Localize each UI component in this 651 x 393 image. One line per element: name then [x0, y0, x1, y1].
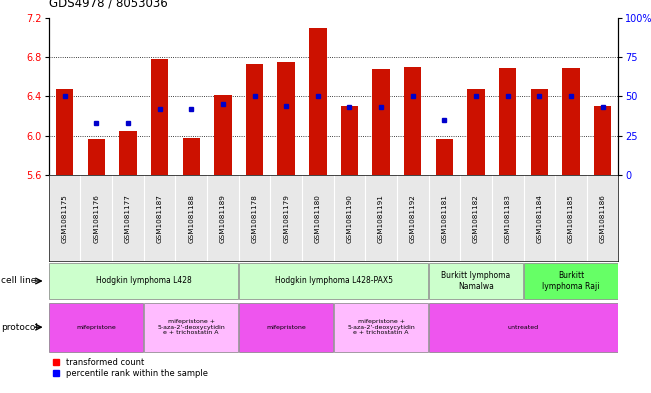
Bar — [429, 303, 618, 352]
Bar — [182, 138, 200, 175]
Text: GSM1081191: GSM1081191 — [378, 194, 384, 242]
Text: GSM1081176: GSM1081176 — [93, 194, 100, 242]
Text: GSM1081184: GSM1081184 — [536, 194, 542, 242]
Bar — [562, 68, 579, 175]
Text: protocol: protocol — [1, 323, 38, 332]
Bar — [436, 138, 453, 175]
Bar — [531, 89, 548, 175]
Text: Hodgkin lymphoma L428-PAX5: Hodgkin lymphoma L428-PAX5 — [275, 277, 393, 285]
Text: Hodgkin lymphoma L428: Hodgkin lymphoma L428 — [96, 277, 191, 285]
Text: GSM1081192: GSM1081192 — [409, 194, 416, 242]
Bar — [429, 263, 523, 299]
Bar — [334, 303, 428, 352]
Text: GSM1081181: GSM1081181 — [441, 194, 447, 242]
Bar — [524, 263, 618, 299]
Text: GSM1081178: GSM1081178 — [251, 194, 258, 242]
Text: GSM1081190: GSM1081190 — [346, 194, 352, 242]
Bar — [214, 95, 232, 175]
Legend: transformed count, percentile rank within the sample: transformed count, percentile rank withi… — [53, 358, 208, 378]
Bar — [277, 62, 295, 175]
Bar — [240, 303, 333, 352]
Text: GSM1081185: GSM1081185 — [568, 194, 574, 242]
Bar — [372, 69, 390, 175]
Bar — [49, 303, 143, 352]
Bar — [88, 138, 105, 175]
Text: GDS4978 / 8053036: GDS4978 / 8053036 — [49, 0, 167, 10]
Text: mifepristone: mifepristone — [76, 325, 116, 330]
Bar — [340, 106, 358, 175]
Bar — [246, 64, 263, 175]
Text: GSM1081179: GSM1081179 — [283, 194, 289, 242]
Bar — [151, 59, 169, 175]
Text: GSM1081186: GSM1081186 — [600, 194, 605, 242]
Text: GSM1081175: GSM1081175 — [62, 194, 68, 242]
Text: GSM1081182: GSM1081182 — [473, 194, 479, 242]
Text: mifepristone +
5-aza-2'-deoxycytidin
e + trichostatin A: mifepristone + 5-aza-2'-deoxycytidin e +… — [158, 319, 225, 336]
Text: GSM1081180: GSM1081180 — [315, 194, 321, 242]
Text: GSM1081183: GSM1081183 — [505, 194, 510, 242]
Text: Burkitt lymphoma
Namalwa: Burkitt lymphoma Namalwa — [441, 271, 510, 291]
Text: GSM1081189: GSM1081189 — [220, 194, 226, 242]
Bar — [467, 89, 485, 175]
Bar — [119, 130, 137, 175]
Text: mifepristone +
5-aza-2'-deoxycytidin
e + trichostatin A: mifepristone + 5-aza-2'-deoxycytidin e +… — [347, 319, 415, 336]
Bar — [309, 28, 327, 175]
Bar — [49, 263, 238, 299]
Text: mifepristone: mifepristone — [266, 325, 306, 330]
Bar — [145, 303, 238, 352]
Bar — [499, 68, 516, 175]
Text: GSM1081187: GSM1081187 — [157, 194, 163, 242]
Text: GSM1081177: GSM1081177 — [125, 194, 131, 242]
Bar — [594, 106, 611, 175]
Text: cell line: cell line — [1, 277, 36, 285]
Text: GSM1081188: GSM1081188 — [188, 194, 194, 242]
Bar — [240, 263, 428, 299]
Bar — [56, 89, 74, 175]
Text: Burkitt
lymphoma Raji: Burkitt lymphoma Raji — [542, 271, 600, 291]
Bar — [404, 67, 421, 175]
Text: untreated: untreated — [508, 325, 539, 330]
